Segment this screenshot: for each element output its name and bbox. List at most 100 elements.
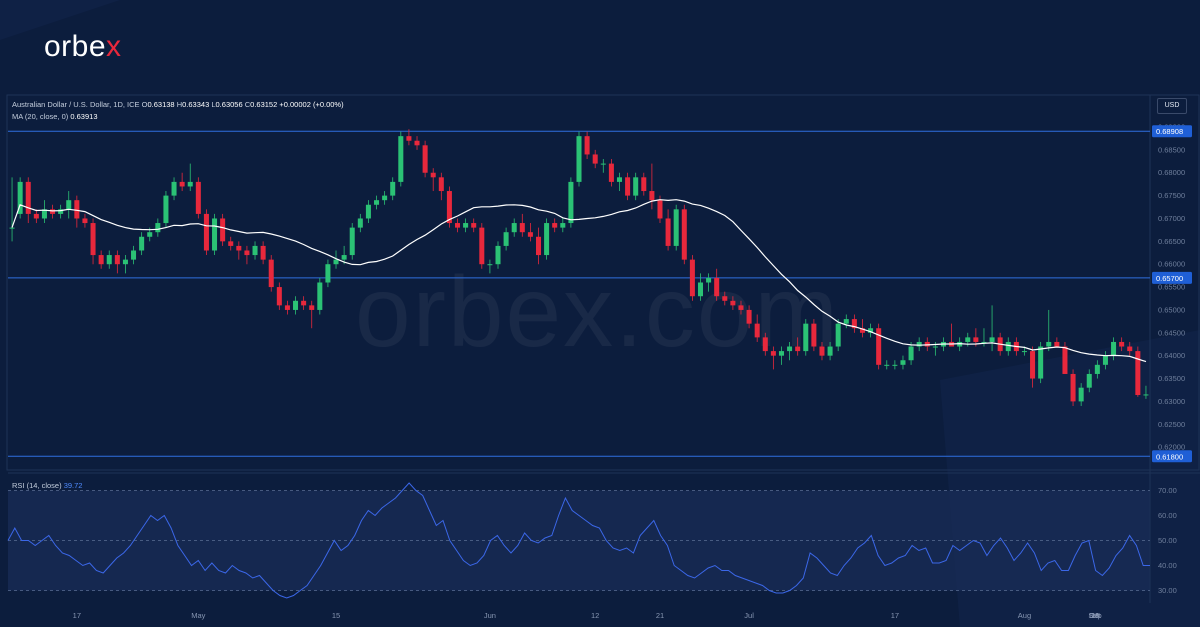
candle-body [730, 300, 736, 306]
candle-body [916, 341, 922, 347]
candle-body [932, 346, 938, 348]
candle [957, 337, 963, 352]
candle-body [147, 232, 153, 237]
candle-body [1030, 351, 1036, 379]
candle [390, 177, 396, 201]
candle [317, 277, 323, 315]
candle [179, 172, 185, 192]
candle [1062, 341, 1068, 374]
level-tag-label: 0.65700 [1156, 274, 1183, 283]
change-readout: +0.00002 (+0.00%) [279, 100, 344, 109]
candle-body [908, 346, 914, 361]
candle [139, 232, 145, 256]
candle [544, 218, 550, 260]
candle [25, 177, 31, 224]
candle-body [657, 200, 663, 219]
price-tick-label: 0.62500 [1158, 420, 1185, 429]
candle-body [811, 323, 817, 347]
candle [625, 172, 631, 201]
x-tick-label: Oct [1089, 611, 1102, 620]
candle [106, 250, 112, 269]
price-tick-label: 0.68500 [1158, 145, 1185, 154]
candle [527, 223, 533, 242]
candle [446, 186, 452, 228]
candle-body [276, 287, 282, 306]
rsi-tick-label: 30.00 [1158, 586, 1177, 595]
currency-button[interactable]: USD [1157, 98, 1187, 114]
candle [1111, 337, 1117, 361]
candle [665, 209, 671, 251]
price-tick-label: 0.65000 [1158, 305, 1185, 314]
candle-body [1062, 346, 1068, 374]
candle [592, 149, 598, 169]
level-tag-label: 0.68908 [1156, 127, 1183, 136]
candle [382, 191, 388, 205]
candle [341, 245, 347, 265]
price-tick-label: 0.64000 [1158, 351, 1185, 360]
candle [859, 319, 865, 338]
candle-body [600, 163, 606, 165]
candle-body [66, 200, 72, 210]
candle-body [422, 145, 428, 173]
candle [511, 218, 517, 237]
candle [471, 218, 477, 233]
deco-shape [0, 0, 120, 40]
level-tag-label: 0.61800 [1156, 452, 1183, 461]
candle [1038, 341, 1044, 384]
candle-body [252, 245, 258, 256]
x-tick-label: 17 [73, 611, 81, 620]
candle [293, 296, 299, 315]
candle-body [25, 181, 31, 214]
candle [1021, 346, 1027, 356]
candle-body [1094, 364, 1100, 374]
candle-body [155, 223, 161, 233]
candle [1078, 383, 1084, 406]
candle [714, 268, 720, 301]
candle [430, 168, 436, 192]
candle [803, 319, 809, 356]
candle [851, 314, 857, 333]
candle [220, 213, 226, 246]
candle [454, 218, 461, 233]
candle [1030, 346, 1036, 388]
symbol-header: Australian Dollar / U.S. Dollar, 1D, ICE… [12, 100, 344, 109]
candle [365, 200, 371, 224]
candle [641, 172, 647, 196]
candle-body [527, 232, 533, 237]
candle-body [463, 223, 469, 228]
symbol-name: Australian Dollar / U.S. Dollar, 1D, ICE [12, 100, 140, 109]
candle [122, 255, 128, 274]
candle-body [82, 218, 88, 224]
candle-body [973, 337, 979, 342]
candle-body [778, 351, 784, 356]
candle [41, 200, 47, 224]
candle-body [228, 241, 234, 246]
candle [746, 305, 752, 329]
price-tick-label: 0.65500 [1158, 283, 1185, 292]
candle-body [374, 200, 380, 205]
candle-body [33, 213, 39, 219]
candle [1070, 369, 1076, 406]
x-tick-label: Jun [484, 611, 496, 620]
orbex-logo: orbex [44, 30, 122, 63]
candle [58, 204, 64, 219]
candle [438, 172, 444, 201]
candle-body [519, 223, 525, 233]
candle-body [835, 323, 841, 347]
rsi-value: 39.72 [63, 481, 83, 490]
ohlc-key-H: H [176, 100, 183, 109]
candle-body [560, 223, 566, 228]
candle [301, 296, 307, 310]
ma-line [11, 199, 1147, 363]
candle-body [479, 227, 485, 265]
x-tick-label: Sep [1088, 611, 1101, 620]
candle [244, 245, 250, 265]
x-tick-label: 15 [332, 611, 340, 620]
candle [892, 360, 898, 370]
candle [276, 282, 282, 310]
candle-body [212, 218, 218, 251]
candle-body [738, 305, 744, 310]
candle-body [803, 323, 809, 352]
candle [374, 195, 380, 210]
